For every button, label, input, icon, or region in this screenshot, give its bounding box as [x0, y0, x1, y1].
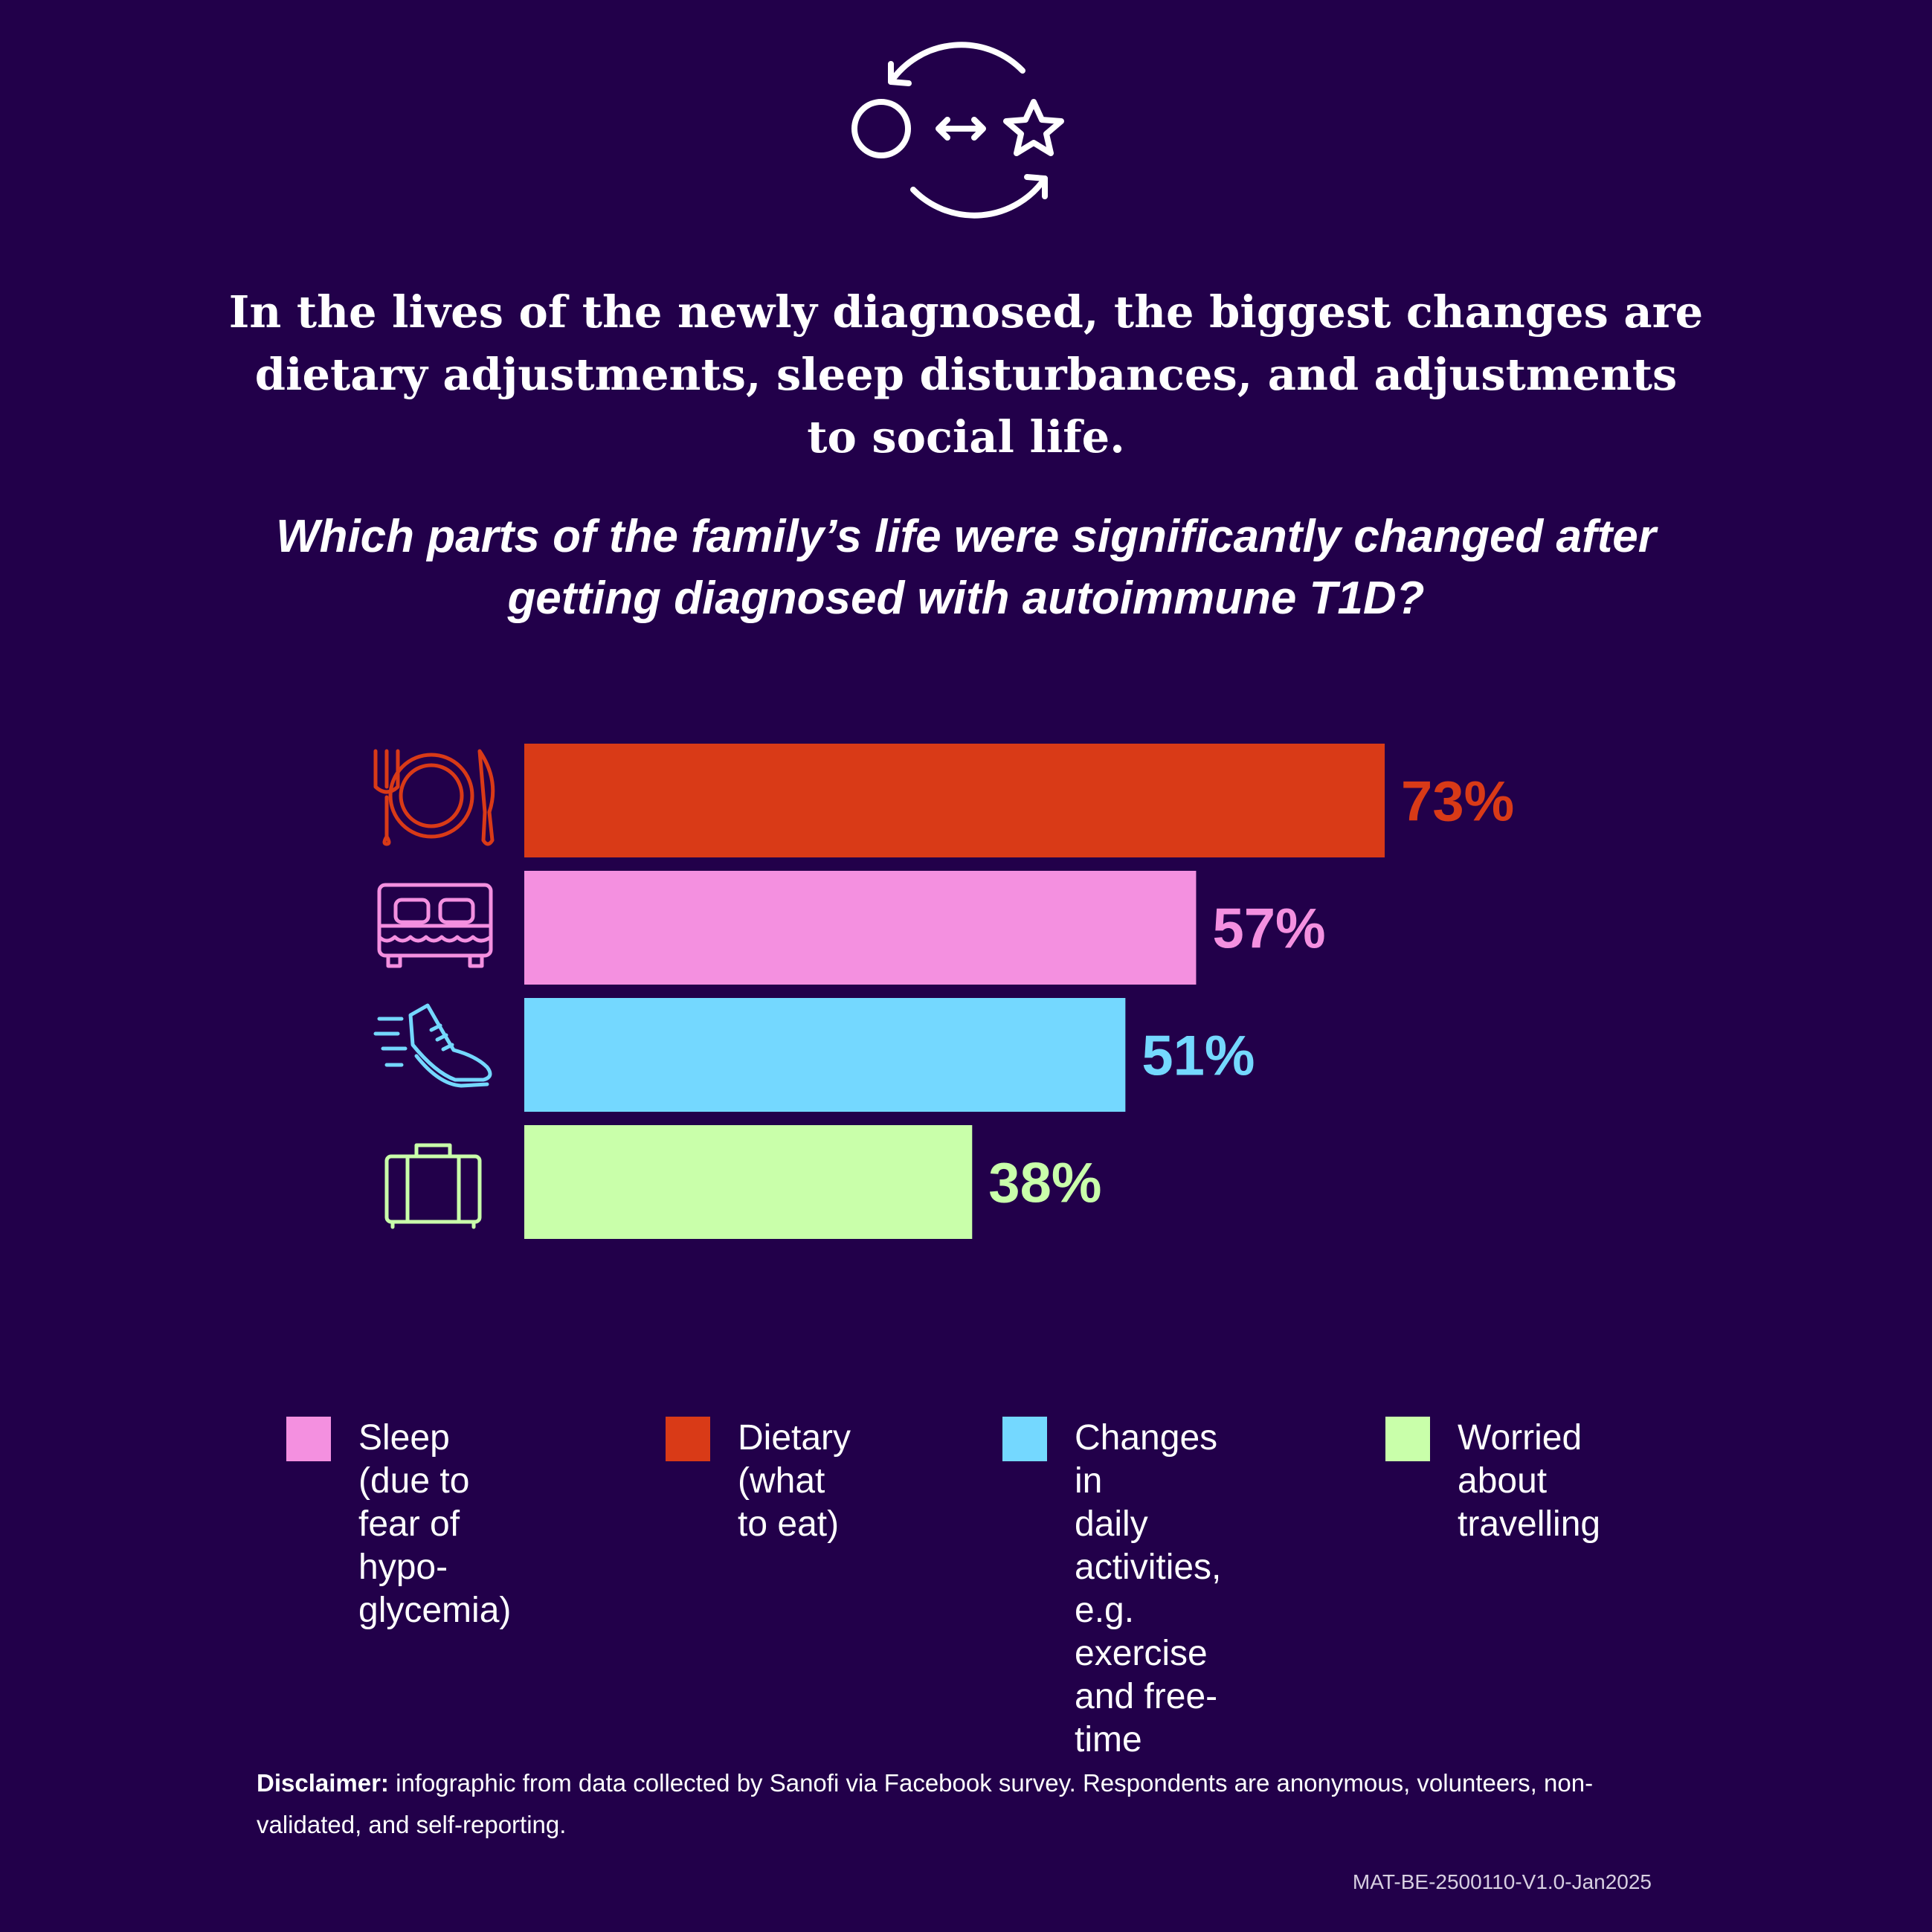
material-code: MAT-BE-2500110-V1.0-Jan2025 [1352, 1870, 1652, 1893]
legend-label: Changes in daily activities, e.g. exerci… [1075, 1418, 1222, 1759]
disclaimer-label: Disclaimer: [257, 1769, 389, 1797]
disclaimer-text: infographic from data collected by Sanof… [257, 1769, 1594, 1838]
circle-star-exchange-icon [851, 42, 1064, 219]
plate-cutlery-icon [373, 749, 495, 846]
running-shoe-icon [373, 1003, 492, 1088]
legend: Sleep (due to fear of hypo- glycemia) Di… [286, 1417, 1699, 1759]
legend-label: Worried about travelling [1458, 1418, 1601, 1544]
legend-swatch [1002, 1417, 1047, 1461]
legend-swatch [666, 1417, 710, 1461]
value-label-travelling: 38% [988, 1152, 1101, 1215]
value-label-dietary: 73% [1401, 770, 1514, 834]
legend-swatch [286, 1417, 331, 1461]
headline: In the lives of the newly diagnosed, the… [228, 286, 1704, 463]
bed-icon [377, 883, 493, 968]
bar-dietary [524, 744, 1385, 857]
legend-label: Sleep (due to fear of hypo- glycemia) [358, 1418, 512, 1630]
value-label-sleep: 57% [1212, 898, 1325, 961]
bars-group: 73% 57% 51% 38% [524, 744, 1514, 1239]
bar-daily-activities [524, 998, 1126, 1112]
value-label-daily-activities: 51% [1142, 1025, 1255, 1088]
bar-travelling [524, 1125, 973, 1239]
suitcase-icon [384, 1143, 482, 1229]
bar-chart: 73% 57% 51% 38% [373, 744, 1514, 1239]
disclaimer: Disclaimer: infographic from data collec… [257, 1762, 1669, 1846]
survey-question: Which parts of the family’s life were si… [276, 511, 1656, 624]
legend-swatch [1385, 1417, 1430, 1461]
legend-label: Dietary (what to eat) [738, 1418, 851, 1544]
bar-sleep [524, 871, 1197, 985]
